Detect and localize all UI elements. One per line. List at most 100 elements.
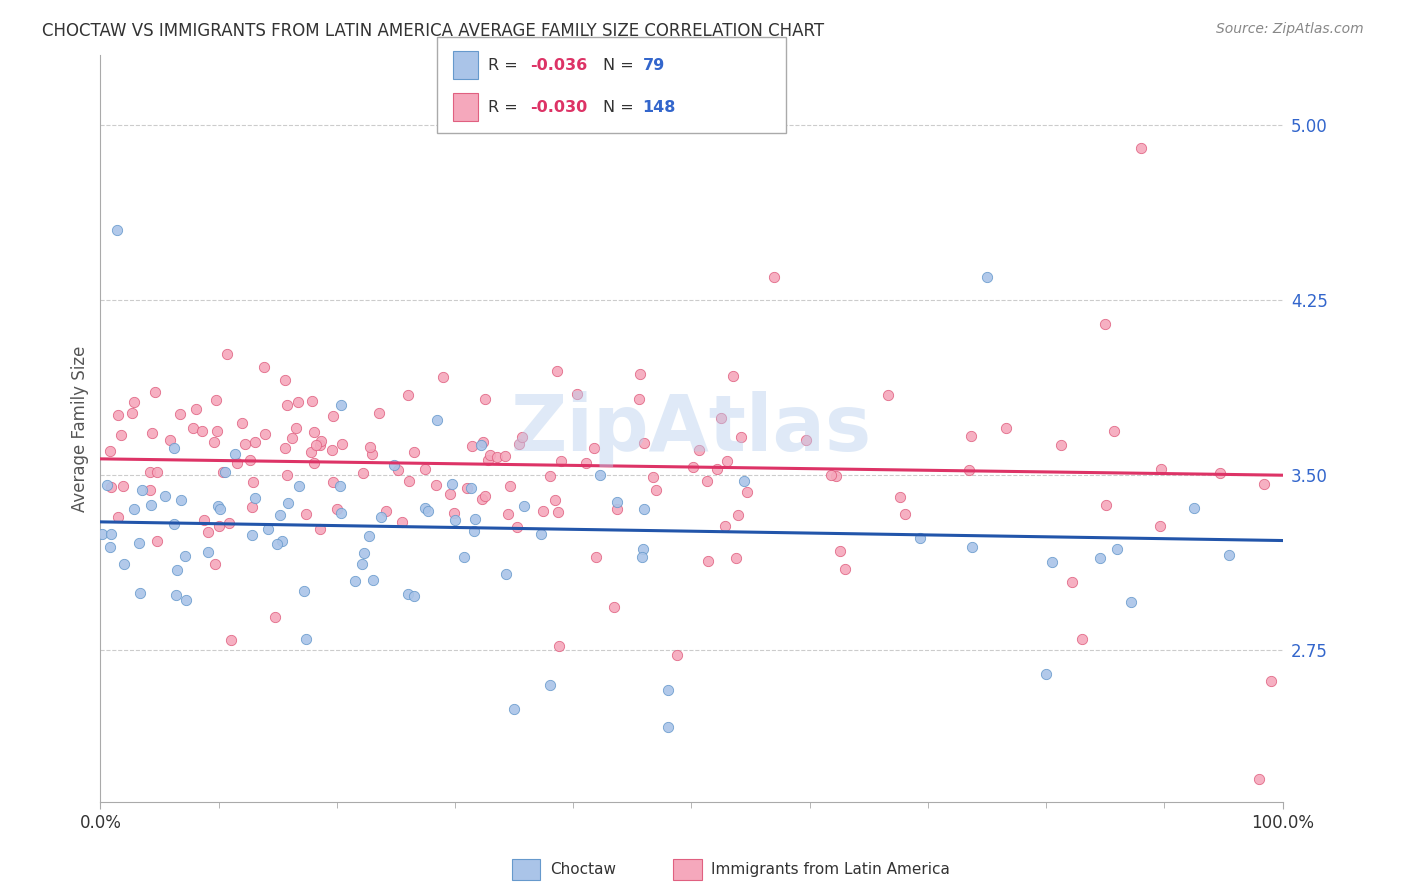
Point [343,574,366,589]
Point [264,609,287,624]
Point [253,360,276,375]
Point [567,387,589,401]
Point [976,269,998,284]
Point [245,434,267,449]
Point [1102,424,1125,438]
Point [606,495,628,509]
Point [470,491,492,506]
Point [146,533,169,548]
Point [322,475,344,489]
Point [208,501,231,516]
Point [710,411,733,425]
Point [287,395,309,409]
Point [231,416,253,430]
Point [212,466,235,480]
Point [242,500,264,514]
Point [538,469,561,483]
Point [299,445,322,459]
Point [994,421,1017,435]
Point [506,520,529,534]
Point [321,442,343,457]
Point [633,435,655,450]
Text: Source: ZipAtlas.com: Source: ZipAtlas.com [1216,22,1364,37]
Point [305,438,328,452]
Point [219,632,242,647]
Point [254,427,277,442]
Point [645,483,668,497]
Point [550,454,572,468]
Point [141,426,163,441]
Point [193,513,215,527]
Point [242,475,264,489]
Point [159,433,181,447]
Point [432,370,454,384]
Point [329,398,352,412]
Point [547,505,569,519]
Point [396,388,419,402]
Point [1208,466,1230,480]
Point [107,409,129,423]
Point [440,476,463,491]
Point [181,420,204,434]
Point [269,508,291,522]
Point [474,489,496,503]
Point [546,364,568,378]
Point [128,586,150,600]
Point [820,468,842,483]
Point [463,524,485,538]
Point [284,421,307,435]
Point [461,438,484,452]
Point [204,557,226,571]
Point [309,434,332,448]
Point [413,500,436,515]
Point [375,504,398,518]
Point [330,506,353,520]
Point [186,402,208,417]
Point [276,468,298,483]
Point [208,518,231,533]
Point [174,549,197,563]
Point [1040,555,1063,569]
Point [588,467,610,482]
Text: 79: 79 [643,58,665,72]
Point [513,499,536,513]
Point [98,540,121,554]
Point [889,490,911,504]
Point [141,499,163,513]
Point [91,526,114,541]
Point [217,347,239,361]
Point [359,529,381,543]
Point [304,425,326,440]
Point [294,632,316,647]
Point [292,584,315,599]
Point [657,720,679,734]
Point [794,433,817,447]
Point [1253,477,1275,491]
Point [1090,551,1112,566]
Text: -0.036: -0.036 [530,58,588,72]
Point [606,502,628,516]
Point [543,492,565,507]
Point [105,223,128,237]
Point [121,406,143,420]
Point [170,492,193,507]
Point [96,477,118,491]
Point [453,550,475,565]
Point [627,392,650,407]
Point [257,522,280,536]
Point [169,407,191,421]
Point [960,429,983,443]
Point [733,474,755,488]
Point [657,682,679,697]
Point [271,533,294,548]
Point [633,502,655,516]
Point [387,462,409,476]
Point [737,485,759,500]
Point [163,441,186,455]
Point [508,436,530,450]
Point [696,554,718,568]
Point [166,563,188,577]
Point [277,496,299,510]
Point [1070,632,1092,646]
Point [1260,673,1282,688]
